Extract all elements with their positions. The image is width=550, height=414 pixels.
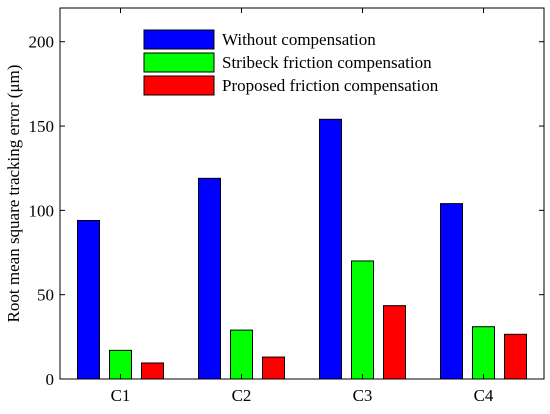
y-axis-label: Root mean square tracking error (μm) xyxy=(4,65,23,323)
x-axis-ticks: C1 C2 C3 C4 xyxy=(111,8,494,405)
x-tick-label-c4: C4 xyxy=(474,386,494,405)
bar-c1-series-3 xyxy=(141,362,164,380)
legend-label-series-2: Stribeck friction compensation xyxy=(222,53,432,72)
y-axis-ticks: 0 50 100 150 200 xyxy=(29,33,544,389)
y-tick-label: 100 xyxy=(29,201,55,220)
legend-swatch-series-1 xyxy=(143,29,215,50)
x-tick-label-c1: C1 xyxy=(111,386,131,405)
legend-swatch-series-3 xyxy=(143,75,215,96)
bar-c3-series-2 xyxy=(351,260,374,380)
legend: Without compensation Stribeck friction co… xyxy=(143,29,439,96)
bar-c2-series-1 xyxy=(198,177,221,380)
bar-c2-series-2 xyxy=(230,329,253,380)
legend-label-series-1: Without compensation xyxy=(222,30,376,49)
y-tick-label: 50 xyxy=(37,286,54,305)
plot-area xyxy=(60,8,544,379)
bar-c4-series-2 xyxy=(472,326,495,380)
bar-c3-series-3 xyxy=(383,305,406,380)
plot-frame xyxy=(59,7,545,380)
bar-c2-series-3 xyxy=(262,356,285,380)
x-tick-label-c2: C2 xyxy=(232,386,252,405)
bar-c4-series-1 xyxy=(440,203,463,380)
legend-label-series-3: Proposed friction compensation xyxy=(222,76,439,95)
bar-c1-series-1 xyxy=(77,219,100,380)
legend-swatch-series-2 xyxy=(143,52,215,73)
y-tick-label: 200 xyxy=(29,33,55,52)
x-tick-label-c3: C3 xyxy=(353,386,373,405)
bar-c4-series-3 xyxy=(504,333,527,380)
y-tick-label: 150 xyxy=(29,117,55,136)
bars-layer xyxy=(77,118,527,380)
bar-c3-series-1 xyxy=(319,118,342,380)
y-tick-label: 0 xyxy=(46,370,55,389)
